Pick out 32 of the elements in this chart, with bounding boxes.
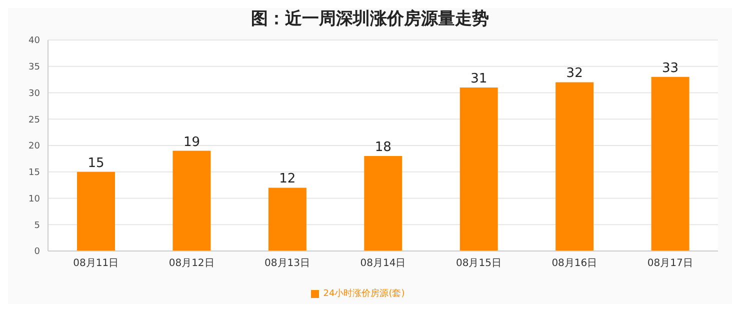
x-tick-label: 08月16日 xyxy=(552,258,598,270)
bar xyxy=(172,150,211,251)
y-tick-label: 0 xyxy=(34,247,40,258)
x-tick-label: 08月13日 xyxy=(264,258,310,270)
x-tick-label: 08月17日 xyxy=(647,258,693,270)
data-label: 18 xyxy=(374,140,392,156)
y-tick-label: 35 xyxy=(28,62,40,73)
y-tick-label: 30 xyxy=(28,88,40,99)
bar xyxy=(77,172,115,251)
x-tick-label: 08月14日 xyxy=(360,258,406,270)
data-label: 19 xyxy=(183,134,200,150)
y-tick-label: 15 xyxy=(28,168,40,178)
data-label: 15 xyxy=(88,156,104,171)
y-tick-label: 5 xyxy=(34,220,40,231)
data-label: 32 xyxy=(566,66,583,82)
bar xyxy=(268,188,306,251)
bar xyxy=(364,156,402,251)
x-tick-label: 08月12日 xyxy=(168,258,214,270)
y-tick-label: 40 xyxy=(28,36,40,46)
bar xyxy=(651,76,690,251)
data-label: 33 xyxy=(662,60,679,76)
legend-label: 24小时涨价房源(套) xyxy=(323,289,405,299)
y-tick-label: 25 xyxy=(28,115,40,126)
bar xyxy=(556,82,594,251)
x-tick-label: 08月11日 xyxy=(73,258,119,270)
x-tick-label: 08月15日 xyxy=(456,258,502,270)
y-tick-label: 10 xyxy=(28,194,40,204)
y-tick-label: 20 xyxy=(28,142,40,152)
data-label: 31 xyxy=(470,71,488,86)
bar xyxy=(460,87,498,251)
data-label: 12 xyxy=(279,172,296,187)
chart-title: 图：近一周深圳涨价房源量走势 xyxy=(250,8,490,31)
